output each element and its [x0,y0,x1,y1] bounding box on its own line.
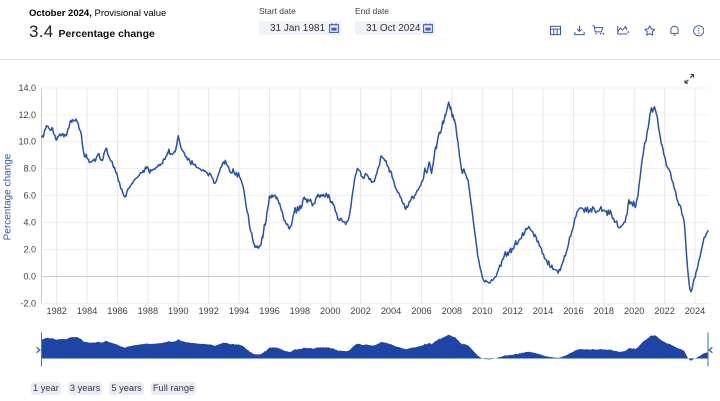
svg-text:12.0: 12.0 [18,110,36,120]
svg-text:14.0: 14.0 [18,83,36,93]
svg-text:2024: 2024 [685,306,705,316]
svg-text:2004: 2004 [381,306,401,316]
svg-text:2012: 2012 [502,306,522,316]
svg-text:1992: 1992 [198,306,218,316]
svg-text:1982: 1982 [46,306,66,316]
svg-text:1990: 1990 [168,306,188,316]
svg-text:8.0: 8.0 [23,164,36,174]
svg-text:2022: 2022 [654,306,674,316]
svg-text:1986: 1986 [107,306,127,316]
svg-text:6.0: 6.0 [23,191,36,201]
svg-text:2018: 2018 [594,306,614,316]
svg-text:2000: 2000 [320,306,340,316]
svg-text:2008: 2008 [442,306,462,316]
svg-text:2010: 2010 [472,306,492,316]
svg-text:1994: 1994 [229,306,249,316]
svg-text:1998: 1998 [290,306,310,316]
svg-text:2006: 2006 [411,306,431,316]
svg-text:1988: 1988 [138,306,158,316]
svg-text:2002: 2002 [350,306,370,316]
svg-text:Percentage change: Percentage change [3,153,14,240]
svg-text:1984: 1984 [77,306,97,316]
svg-text:2014: 2014 [533,306,553,316]
svg-text:0.0: 0.0 [23,272,36,282]
svg-text:2020: 2020 [624,306,644,316]
svg-text:10.0: 10.0 [18,137,36,147]
svg-text:2016: 2016 [563,306,583,316]
svg-text:1996: 1996 [259,306,279,316]
svg-text:-2.0: -2.0 [20,299,36,309]
svg-text:2.0: 2.0 [23,245,36,255]
svg-text:4.0: 4.0 [23,218,36,228]
